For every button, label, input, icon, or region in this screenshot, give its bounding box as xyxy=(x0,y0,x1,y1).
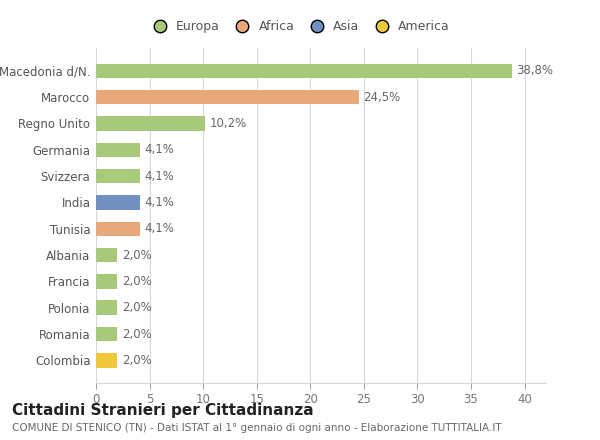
Bar xyxy=(96,116,205,131)
Text: 38,8%: 38,8% xyxy=(516,64,553,77)
Bar xyxy=(96,301,118,315)
Text: 4,1%: 4,1% xyxy=(144,143,174,156)
Bar xyxy=(96,195,140,210)
Text: 2,0%: 2,0% xyxy=(122,354,151,367)
Text: 10,2%: 10,2% xyxy=(209,117,247,130)
Bar xyxy=(96,143,140,157)
Bar xyxy=(96,327,118,341)
Bar xyxy=(96,221,140,236)
Text: Cittadini Stranieri per Cittadinanza: Cittadini Stranieri per Cittadinanza xyxy=(12,403,314,418)
Text: 2,0%: 2,0% xyxy=(122,249,151,262)
Text: 4,1%: 4,1% xyxy=(144,196,174,209)
Bar xyxy=(96,64,512,78)
Bar xyxy=(96,353,118,367)
Text: 4,1%: 4,1% xyxy=(144,222,174,235)
Text: 2,0%: 2,0% xyxy=(122,275,151,288)
Text: 2,0%: 2,0% xyxy=(122,327,151,341)
Bar xyxy=(96,274,118,289)
Text: 4,1%: 4,1% xyxy=(144,169,174,183)
Bar xyxy=(96,169,140,183)
Legend: Europa, Africa, Asia, America: Europa, Africa, Asia, America xyxy=(143,16,454,37)
Text: COMUNE DI STENICO (TN) - Dati ISTAT al 1° gennaio di ogni anno - Elaborazione TU: COMUNE DI STENICO (TN) - Dati ISTAT al 1… xyxy=(12,423,502,433)
Text: 2,0%: 2,0% xyxy=(122,301,151,314)
Bar xyxy=(96,248,118,262)
Text: 24,5%: 24,5% xyxy=(363,91,400,104)
Bar xyxy=(96,90,359,104)
